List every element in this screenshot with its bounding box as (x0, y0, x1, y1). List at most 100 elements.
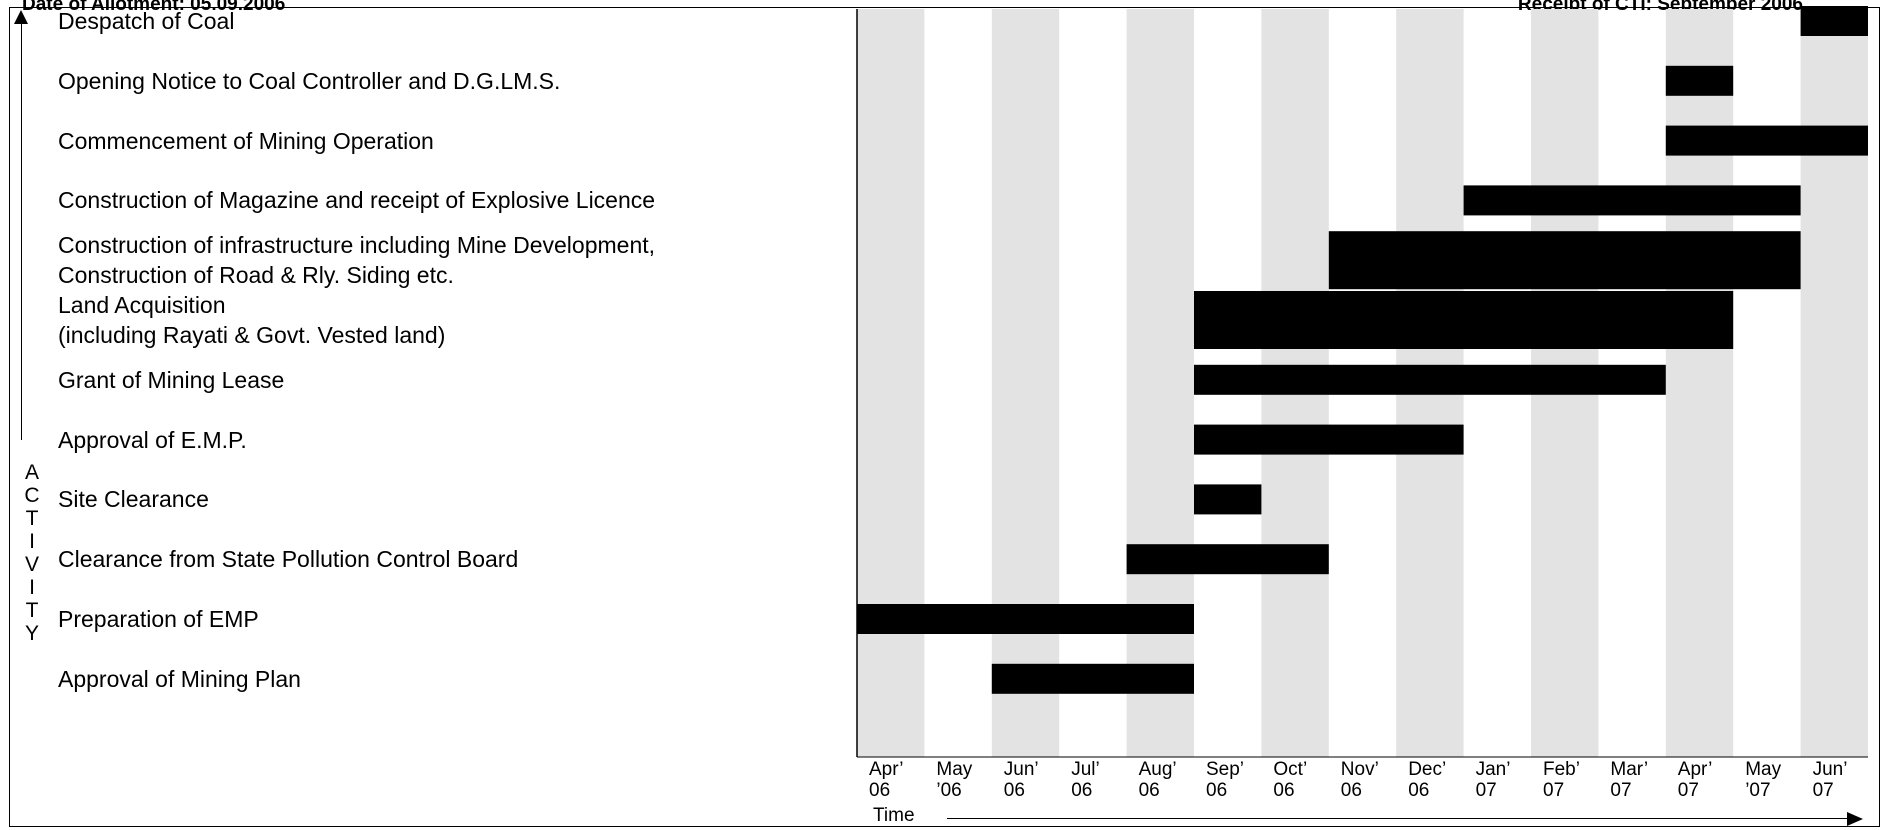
activity-bar (1194, 364, 1666, 395)
activity-bar (1800, 6, 1868, 36)
activity-label: Despatch of Coal (58, 6, 843, 36)
activity-bar (857, 604, 1194, 634)
activity-bar (1665, 65, 1734, 96)
time-axis-line (947, 818, 1847, 819)
activity-label: Land Acquisition (including Rayati & Govt… (58, 290, 843, 350)
month-name: Jun’ (1003, 759, 1039, 780)
activity-label: Approval of E.M.P. (58, 425, 843, 455)
activity-bar (1328, 231, 1801, 290)
month-name: Sep’ (1206, 759, 1245, 780)
month-name: Oct’ (1273, 759, 1308, 780)
activity-axis-letter: C (24, 484, 40, 507)
activity-axis-letter: Y (24, 622, 39, 645)
activity-label-line: Preparation of EMP (58, 606, 259, 632)
month-year: 07 (1610, 780, 1632, 801)
month-name: Dec’ (1408, 759, 1447, 780)
month-shade-column (857, 9, 925, 757)
chart-frame (9, 7, 1880, 827)
activity-bar (1194, 484, 1262, 515)
month-year: 06 (1071, 780, 1093, 801)
activity-label-line: Construction of Road & Rly. Siding etc. (58, 262, 454, 289)
month-tick-label: Jun’ 06 (1004, 759, 1064, 801)
activity-axis-letter: T (25, 507, 39, 530)
activity-label: Approval of Mining Plan (58, 664, 843, 694)
activity-label: Opening Notice to Coal Controller and D.… (58, 66, 843, 96)
month-year: 06 (1206, 780, 1228, 801)
activity-axis-letter: A (24, 461, 39, 484)
time-axis-arrow-icon (1847, 812, 1863, 826)
month-name: Apr’ (1677, 759, 1713, 780)
activity-axis-letter: T (25, 599, 39, 622)
month-year: ’06 (936, 780, 962, 801)
activity-axis-letter: I (29, 530, 35, 553)
month-shade-column (1665, 9, 1734, 757)
month-name: Nov’ (1340, 759, 1379, 780)
month-name: Jan’ (1475, 759, 1511, 780)
month-year: 06 (1138, 780, 1160, 801)
month-tick-label: Aug’ 06 (1139, 759, 1199, 801)
month-name: Mar’ (1610, 759, 1649, 780)
activity-label-line: Land Acquisition (58, 292, 226, 318)
month-year: 06 (1340, 780, 1362, 801)
month-tick-label: Feb’ 07 (1543, 759, 1603, 801)
activity-axis-arrow-icon (14, 10, 28, 24)
activity-label: Site Clearance (58, 484, 843, 514)
activity-label: Clearance from State Pollution Control B… (58, 544, 843, 574)
activity-label-line: Opening Notice to Coal Controller and D.… (58, 67, 561, 94)
month-tick-label: Nov’ 06 (1341, 759, 1401, 801)
activity-label-line: Approval of E.M.P. (58, 426, 247, 453)
activity-label-line: (including Rayati & Govt. Vested land) (58, 322, 446, 348)
activity-label: Construction of Magazine and receipt of … (58, 185, 843, 215)
activity-bar (991, 663, 1194, 694)
month-tick-label: May ’07 (1745, 759, 1805, 801)
month-shade-column (1800, 9, 1868, 757)
month-tick-label: Dec’ 06 (1408, 759, 1468, 801)
activity-axis-line (21, 20, 22, 440)
activity-bar (1126, 544, 1329, 575)
month-year: 07 (1475, 780, 1497, 801)
month-tick-label: Jun’ 07 (1813, 759, 1873, 801)
activity-bar (1463, 185, 1801, 216)
activity-label: Preparation of EMP (58, 604, 843, 634)
activity-axis-letter: I (29, 576, 35, 599)
month-shade-column (1126, 9, 1194, 757)
month-tick-label: Jul’ 06 (1071, 759, 1131, 801)
month-year: 07 (1812, 780, 1834, 801)
activity-label-line: Construction of infrastructure including… (58, 232, 656, 259)
activity-label: Grant of Mining Lease (58, 365, 843, 395)
activity-axis-letter: V (24, 553, 39, 576)
month-name: Feb’ (1543, 759, 1580, 780)
month-tick-label: Apr’ 06 (869, 759, 929, 801)
month-year: 07 (1677, 780, 1699, 801)
activity-label-line: Despatch of Coal (58, 8, 235, 34)
month-shade-column (991, 9, 1060, 757)
month-tick-label: Sep’ 06 (1206, 759, 1266, 801)
activity-label-line: Construction of Magazine and receipt of … (58, 187, 656, 214)
month-name: Apr’ (869, 759, 904, 780)
month-name: May (1745, 759, 1782, 780)
activity-label-line: Site Clearance (58, 486, 209, 513)
month-name: Jul’ (1071, 759, 1100, 780)
activity-label-line: Approval of Mining Plan (58, 665, 301, 692)
activity-bar (1194, 291, 1734, 349)
month-year: 06 (869, 780, 891, 801)
month-tick-label: May ’06 (936, 759, 996, 801)
month-tick-label: Jan’ 07 (1476, 759, 1536, 801)
month-year: ’07 (1745, 780, 1771, 801)
month-year: 06 (1408, 780, 1430, 801)
month-name: Aug’ (1138, 759, 1177, 780)
month-name: May (936, 759, 973, 780)
month-year: 07 (1543, 780, 1565, 801)
month-tick-label: Apr’ 07 (1678, 759, 1738, 801)
activity-label-line: Grant of Mining Lease (58, 366, 285, 393)
activity-label: Commencement of Mining Operation (58, 126, 843, 156)
activity-label: Construction of infrastructure including… (58, 230, 843, 290)
month-year: 06 (1003, 780, 1025, 801)
activity-bar (1194, 424, 1464, 455)
month-year: 06 (1273, 780, 1295, 801)
time-axis-label: Time (873, 805, 915, 826)
month-name: Jun’ (1812, 759, 1848, 780)
activity-label-line: Clearance from State Pollution Control B… (58, 546, 519, 573)
